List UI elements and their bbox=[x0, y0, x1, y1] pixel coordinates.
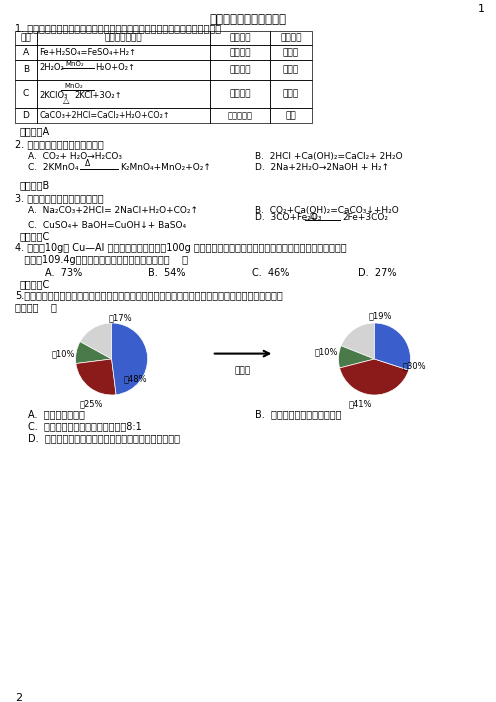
Wedge shape bbox=[374, 323, 411, 370]
Text: CaCO₃+2HCl=CaCl₂+H₂O+CO₂↑: CaCO₃+2HCl=CaCl₂+H₂O+CO₂↑ bbox=[39, 111, 170, 120]
Text: 还原性: 还原性 bbox=[283, 48, 299, 57]
Text: 乙10%: 乙10% bbox=[51, 349, 75, 358]
Text: 高温: 高温 bbox=[310, 213, 317, 219]
Text: 2Fe+3CO₂: 2Fe+3CO₂ bbox=[342, 213, 388, 223]
Wedge shape bbox=[340, 359, 409, 395]
Text: C.  2KMnO₄: C. 2KMnO₄ bbox=[28, 162, 78, 171]
Text: 化学反应方程式: 化学反应方程式 bbox=[105, 34, 142, 43]
Text: 5.四种物质在一定的条件下充分混合反应，测得反应前后各物质的质量分数如图所示。则有关说法中不: 5.四种物质在一定的条件下充分混合反应，测得反应前后各物质的质量分数如图所示。则… bbox=[15, 290, 283, 300]
Bar bbox=[270, 45, 312, 60]
Text: 反应后: 反应后 bbox=[235, 366, 251, 375]
Text: 丙41%: 丙41% bbox=[348, 399, 372, 409]
Wedge shape bbox=[76, 359, 116, 395]
Text: 丁30%: 丁30% bbox=[402, 362, 426, 371]
Text: K₂MnO₄+MnO₂+O₂↑: K₂MnO₄+MnO₂+O₂↑ bbox=[120, 162, 211, 171]
Text: 【答案】A: 【答案】A bbox=[20, 126, 50, 136]
Text: 丁48%: 丁48% bbox=[123, 374, 147, 383]
Text: 复分解反应: 复分解反应 bbox=[228, 111, 252, 120]
Text: D: D bbox=[22, 111, 29, 120]
Text: Fe+H₂SO₄=FeSO₄+H₂↑: Fe+H₂SO₄=FeSO₄+H₂↑ bbox=[39, 48, 136, 57]
Bar bbox=[210, 108, 270, 123]
Text: 2KCl+3O₂↑: 2KCl+3O₂↑ bbox=[74, 91, 122, 100]
Text: 2KClO₃: 2KClO₃ bbox=[39, 91, 67, 100]
Bar bbox=[270, 31, 312, 45]
Text: A.  73%: A. 73% bbox=[45, 268, 82, 278]
Bar bbox=[37, 80, 210, 108]
Text: C.  CuSO₄+ BaOH=CuOH↓+ BaSO₄: C. CuSO₄+ BaOH=CuOH↓+ BaSO₄ bbox=[28, 221, 186, 230]
Text: 酸性: 酸性 bbox=[286, 111, 297, 120]
Text: C: C bbox=[23, 89, 29, 98]
Bar bbox=[270, 60, 312, 80]
Bar bbox=[15, 45, 37, 60]
Text: C.  46%: C. 46% bbox=[252, 268, 289, 278]
Bar bbox=[37, 31, 210, 45]
Text: 甲17%: 甲17% bbox=[109, 313, 132, 322]
Text: 2H₂O₂: 2H₂O₂ bbox=[39, 62, 64, 72]
Wedge shape bbox=[75, 342, 112, 364]
Bar bbox=[37, 60, 210, 80]
Bar bbox=[15, 31, 37, 45]
Text: MnO₂: MnO₂ bbox=[65, 62, 84, 67]
Text: D.  参加反应的丁的质量一定等于生成甲和丙的质量之和: D. 参加反应的丁的质量一定等于生成甲和丙的质量之和 bbox=[28, 433, 180, 443]
Bar bbox=[37, 108, 210, 123]
Text: D.  2Na+2H₂O→2NaOH + H₂↑: D. 2Na+2H₂O→2NaOH + H₂↑ bbox=[255, 162, 389, 171]
Text: 正确的（    ）: 正确的（ ） bbox=[15, 302, 57, 312]
Text: 2: 2 bbox=[15, 693, 22, 702]
Wedge shape bbox=[341, 323, 374, 359]
Text: 气体性质: 气体性质 bbox=[280, 34, 302, 43]
Text: A.  CO₂+ H₂O→H₂CO₃: A. CO₂+ H₂O→H₂CO₃ bbox=[28, 152, 122, 161]
Bar bbox=[270, 80, 312, 108]
Bar bbox=[37, 45, 210, 60]
Text: Δ: Δ bbox=[85, 159, 90, 168]
Text: 2. 下列反应易于复分解反应的是: 2. 下列反应易于复分解反应的是 bbox=[15, 139, 104, 149]
Text: 选项: 选项 bbox=[21, 34, 31, 43]
Text: C.  生成的甲、丙两物质的质量比为8:1: C. 生成的甲、丙两物质的质量比为8:1 bbox=[28, 421, 142, 431]
Text: 1. 以下四个化学反应都有气体产生，其反应类型和产生的气体性质均正确的是: 1. 以下四个化学反应都有气体产生，其反应类型和产生的气体性质均正确的是 bbox=[15, 23, 221, 33]
Text: 化合反应: 化合反应 bbox=[229, 89, 251, 98]
Text: 甲19%: 甲19% bbox=[368, 311, 392, 320]
Text: B.  CO₂+Ca(OH)₂=CaCO₃↓+H₂O: B. CO₂+Ca(OH)₂=CaCO₃↓+H₂O bbox=[255, 206, 399, 215]
Text: A: A bbox=[23, 48, 29, 57]
Wedge shape bbox=[338, 346, 374, 368]
Text: 【答案】C: 【答案】C bbox=[20, 279, 50, 289]
Bar bbox=[210, 60, 270, 80]
Bar bbox=[15, 60, 37, 80]
Text: 分解反应: 分解反应 bbox=[229, 65, 251, 74]
Text: B: B bbox=[23, 65, 29, 74]
Text: 氧化性: 氧化性 bbox=[283, 89, 299, 98]
Bar bbox=[15, 80, 37, 108]
Bar bbox=[210, 31, 270, 45]
Bar bbox=[15, 108, 37, 123]
Text: MnO₂: MnO₂ bbox=[64, 83, 83, 89]
Text: 反应类型: 反应类型 bbox=[229, 34, 251, 43]
Text: B.  2HCl +Ca(OH)₂=CaCl₂+ 2H₂O: B. 2HCl +Ca(OH)₂=CaCl₂+ 2H₂O bbox=[255, 152, 403, 161]
Text: 1: 1 bbox=[478, 4, 485, 14]
Wedge shape bbox=[112, 323, 148, 395]
Text: 【答案】B: 【答案】B bbox=[20, 180, 50, 190]
Text: A.  Na₂CO₃+2HCl= 2NaCl+H₂O+CO₂↑: A. Na₂CO₃+2HCl= 2NaCl+H₂O+CO₂↑ bbox=[28, 206, 198, 215]
Text: A.  丁一定是化合物: A. 丁一定是化合物 bbox=[28, 409, 85, 419]
Text: 置换反应: 置换反应 bbox=[229, 48, 251, 57]
Text: 4. 向盛有10g某 Cu—Al 合金样品的烧杯中加入100g 稀硫酸，恰好完全反应，反应结束后，测得烧杯内物质的总: 4. 向盛有10g某 Cu—Al 合金样品的烧杯中加入100g 稀硫酸，恰好完全… bbox=[15, 243, 347, 253]
Text: D.  27%: D. 27% bbox=[358, 268, 396, 278]
Text: △: △ bbox=[63, 96, 69, 105]
Text: B.  乙可能是这个反应的催化剂: B. 乙可能是这个反应的催化剂 bbox=[255, 409, 342, 419]
Bar bbox=[270, 108, 312, 123]
Wedge shape bbox=[80, 323, 112, 359]
Text: 【答案】C: 【答案】C bbox=[20, 231, 50, 241]
Text: 丙25%: 丙25% bbox=[80, 399, 104, 409]
Text: H₂O+O₂↑: H₂O+O₂↑ bbox=[95, 62, 135, 72]
Text: 3. 下列化学方程式书写错误的是: 3. 下列化学方程式书写错误的是 bbox=[15, 193, 104, 203]
Text: 乙10%: 乙10% bbox=[314, 347, 338, 357]
Text: B.  54%: B. 54% bbox=[148, 268, 186, 278]
Bar bbox=[210, 45, 270, 60]
Text: D.  3CO+Fe₂O₃: D. 3CO+Fe₂O₃ bbox=[255, 213, 321, 223]
Text: 质量为109.4g，则该合金样品中铜的质量分数是（    ）: 质量为109.4g，则该合金样品中铜的质量分数是（ ） bbox=[15, 255, 188, 265]
Bar bbox=[210, 80, 270, 108]
Text: 可燃性: 可燃性 bbox=[283, 65, 299, 74]
Text: 认识化学反应强化冲刺卷: 认识化学反应强化冲刺卷 bbox=[209, 13, 287, 26]
